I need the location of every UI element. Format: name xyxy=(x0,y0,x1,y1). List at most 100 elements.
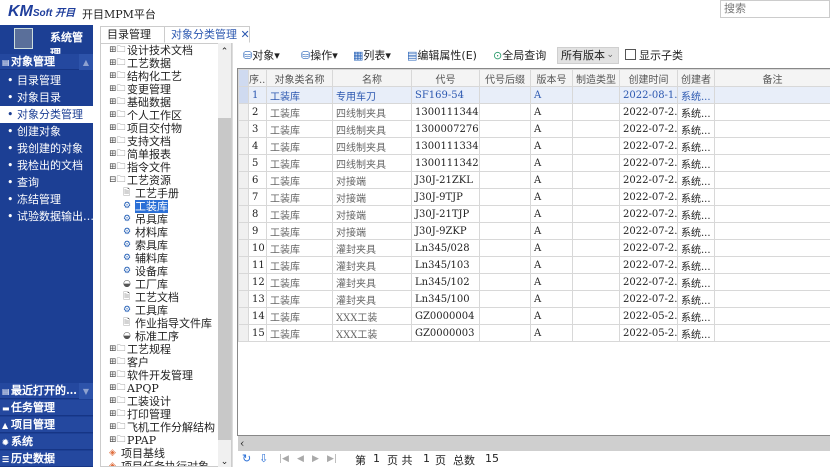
column-header[interactable]: 创建者 xyxy=(678,70,715,87)
scroll-down-icon[interactable]: ⌄ xyxy=(218,457,231,467)
column-header[interactable]: 版本号 xyxy=(531,70,573,87)
tree-node[interactable]: ⊞🗀支持文档 xyxy=(109,135,171,148)
tree-node[interactable]: ⊞🗀变更管理 xyxy=(109,83,171,96)
tree-node[interactable]: ⚙索具库 xyxy=(123,239,168,252)
tree-node[interactable]: ⊞🗀工艺规程 xyxy=(109,343,171,356)
table-row[interactable]: 3工装库四线制夹具1300007276A2022-07-2...系统... xyxy=(239,121,830,138)
row-indicator[interactable] xyxy=(239,291,249,308)
tree-node[interactable]: 🗎作业指导文件库 xyxy=(123,317,212,330)
object-menu-button[interactable]: ⛁对象▾ xyxy=(243,48,280,64)
row-indicator[interactable] xyxy=(239,206,249,223)
column-header[interactable]: 序... xyxy=(249,70,267,87)
page-number-input[interactable]: 1 xyxy=(373,452,380,465)
list-menu-button[interactable]: ▦列表▾ xyxy=(353,48,391,64)
last-page-icon[interactable]: ▶| xyxy=(327,454,337,464)
row-indicator[interactable] xyxy=(239,87,249,104)
tree-node[interactable]: ◒工厂库 xyxy=(123,278,168,291)
tree-node[interactable]: ⚙工具库 xyxy=(123,304,168,317)
horizontal-scrollbar[interactable] xyxy=(238,436,830,451)
row-indicator[interactable] xyxy=(239,223,249,240)
row-indicator[interactable] xyxy=(239,240,249,257)
row-indicator[interactable] xyxy=(239,104,249,121)
table-row[interactable]: 14工装库XXX工装GZ0000004A2022-05-2...系统... xyxy=(239,308,830,325)
column-header[interactable]: 备注 xyxy=(715,70,830,87)
next-page-icon[interactable]: ▶ xyxy=(312,454,319,464)
column-header[interactable]: 对象类名称 xyxy=(267,70,333,87)
sidebar-section[interactable]: ▤最近打开的…▼ xyxy=(0,383,93,399)
sidebar-item[interactable]: • 我检出的文档 xyxy=(0,157,93,174)
tree-node[interactable]: ⊞🗀基础数据 xyxy=(109,96,171,109)
version-select[interactable]: 所有版本⌄ xyxy=(557,47,619,64)
sidebar-section[interactable]: ☰历史数据 xyxy=(0,451,93,467)
sidebar-item[interactable]: • 目录管理 xyxy=(0,72,93,89)
tree-node[interactable]: ⊞🗀软件开发管理 xyxy=(109,369,193,382)
tree-node[interactable]: ⊞🗀指令文件 xyxy=(109,161,171,174)
scroll-up-icon[interactable]: ⌃ xyxy=(218,43,231,57)
sidebar-item[interactable]: • 创建对象 xyxy=(0,123,93,140)
tree-node[interactable]: ⊞🗀项目交付物 xyxy=(109,122,182,135)
row-indicator[interactable] xyxy=(239,172,249,189)
sidebar-item[interactable]: • 对象目录 xyxy=(0,89,93,106)
table-row[interactable]: 8工装库对接端J30J-21TJPA2022-07-2...系统... xyxy=(239,206,830,223)
tree-node[interactable]: ⚙设备库 xyxy=(123,265,168,278)
row-indicator[interactable] xyxy=(239,308,249,325)
tree-node[interactable]: ⊞🗀设计技术文档 xyxy=(109,44,193,57)
operate-menu-button[interactable]: ⛁操作▾ xyxy=(301,48,338,64)
table-row[interactable]: 2工装库四线制夹具1300111344A2022-07-2...系统... xyxy=(239,104,830,121)
tree-node[interactable]: ⊞🗀PPAP xyxy=(109,434,156,447)
scroll-left-icon[interactable]: ‹ xyxy=(240,437,244,450)
tree-node[interactable]: ⊞🗀飞机工作分解结构 xyxy=(109,421,215,434)
tree-node[interactable]: ⊞🗀简单报表 xyxy=(109,148,171,161)
table-row[interactable]: 10工装库灌封夹具Ln345/028A2022-07-2...系统... xyxy=(239,240,830,257)
table-row[interactable]: 5工装库四线制夹具1300111342A2022-07-2...系统... xyxy=(239,155,830,172)
row-indicator[interactable] xyxy=(239,325,249,342)
tree-node[interactable]: ⚙工装库 xyxy=(123,200,168,213)
prev-page-icon[interactable]: ◀ xyxy=(297,454,304,464)
sidebar-item[interactable]: • 查询 xyxy=(0,174,93,191)
table-row[interactable]: 1工装库专用车刀SF169-54A2022-08-1...系统... xyxy=(239,87,830,104)
table-row[interactable]: 12工装库灌封夹具Ln345/102A2022-07-2...系统... xyxy=(239,274,830,291)
sidebar-item[interactable]: • 我创建的对象 xyxy=(0,140,93,157)
table-row[interactable]: 9工装库对接端J30J-9ZKPA2022-07-2...系统... xyxy=(239,223,830,240)
tree-node[interactable]: ◒标准工序 xyxy=(123,330,179,343)
column-header[interactable]: 代号后缀 xyxy=(480,70,531,87)
table-row[interactable]: 7工装库对接端J30J-9TJPA2022-07-2...系统... xyxy=(239,189,830,206)
refresh-icon[interactable]: ↻ xyxy=(242,452,251,465)
sidebar-section[interactable]: ▬任务管理 xyxy=(0,400,93,416)
tree-node[interactable]: ⚙辅料库 xyxy=(123,252,168,265)
row-indicator[interactable] xyxy=(239,189,249,206)
tree-node[interactable]: ⊞🗀打印管理 xyxy=(109,408,171,421)
sidebar-item[interactable]: • 试验数据输出… xyxy=(0,208,93,225)
tab-directory[interactable]: 目录管理 xyxy=(100,26,164,43)
tree-node[interactable]: ◈项目任务执行对象 xyxy=(109,460,209,467)
search-input[interactable]: 搜索 xyxy=(720,0,830,18)
table-row[interactable]: 4工装库四线制夹具1300111334A2022-07-2...系统... xyxy=(239,138,830,155)
row-indicator[interactable] xyxy=(239,257,249,274)
tab-object-class[interactable]: 对象分类管理 ✕ xyxy=(164,26,250,43)
tree-node[interactable]: ⊞🗀客户 xyxy=(109,356,149,369)
tree-node[interactable]: 🗎工艺手册 xyxy=(123,187,179,200)
show-subclass-checkbox[interactable]: 显示子类 xyxy=(625,48,683,64)
first-page-icon[interactable]: |◀ xyxy=(279,454,289,464)
sidebar-item[interactable]: • 冻结管理 xyxy=(0,191,93,208)
export-icon[interactable]: ⇩ xyxy=(259,452,268,465)
column-header[interactable]: 创建时间 xyxy=(620,70,678,87)
table-row[interactable]: 15工装库XXX工装GZ0000003A2022-05-2...系统... xyxy=(239,325,830,342)
tree-node[interactable]: 🗎工艺文档 xyxy=(123,291,179,304)
tree-node[interactable]: ⊞🗀工艺数据 xyxy=(109,57,171,70)
section-object-management[interactable]: ▤对象管理▲ xyxy=(0,54,93,70)
tree-node[interactable]: ◈项目基线 xyxy=(109,447,165,460)
tree-node[interactable]: ⊞🗀工装设计 xyxy=(109,395,171,408)
collapse-icon[interactable]: ▼ xyxy=(79,383,93,399)
column-header[interactable]: 代号 xyxy=(412,70,480,87)
tree-node[interactable]: ⊞🗀结构化工艺 xyxy=(109,70,182,83)
edit-attributes-button[interactable]: ▤编辑属性(E) xyxy=(407,48,477,64)
column-header[interactable]: 制造类型 xyxy=(573,70,620,87)
column-header[interactable]: 名称 xyxy=(333,70,412,87)
sidebar-section[interactable]: ✹系统 xyxy=(0,434,93,450)
table-row[interactable]: 6工装库对接端J30J-21ZKLA2022-07-2...系统... xyxy=(239,172,830,189)
select-all-cell[interactable] xyxy=(239,70,249,87)
sidebar-section[interactable]: ▲项目管理 xyxy=(0,417,93,433)
row-indicator[interactable] xyxy=(239,121,249,138)
row-indicator[interactable] xyxy=(239,138,249,155)
